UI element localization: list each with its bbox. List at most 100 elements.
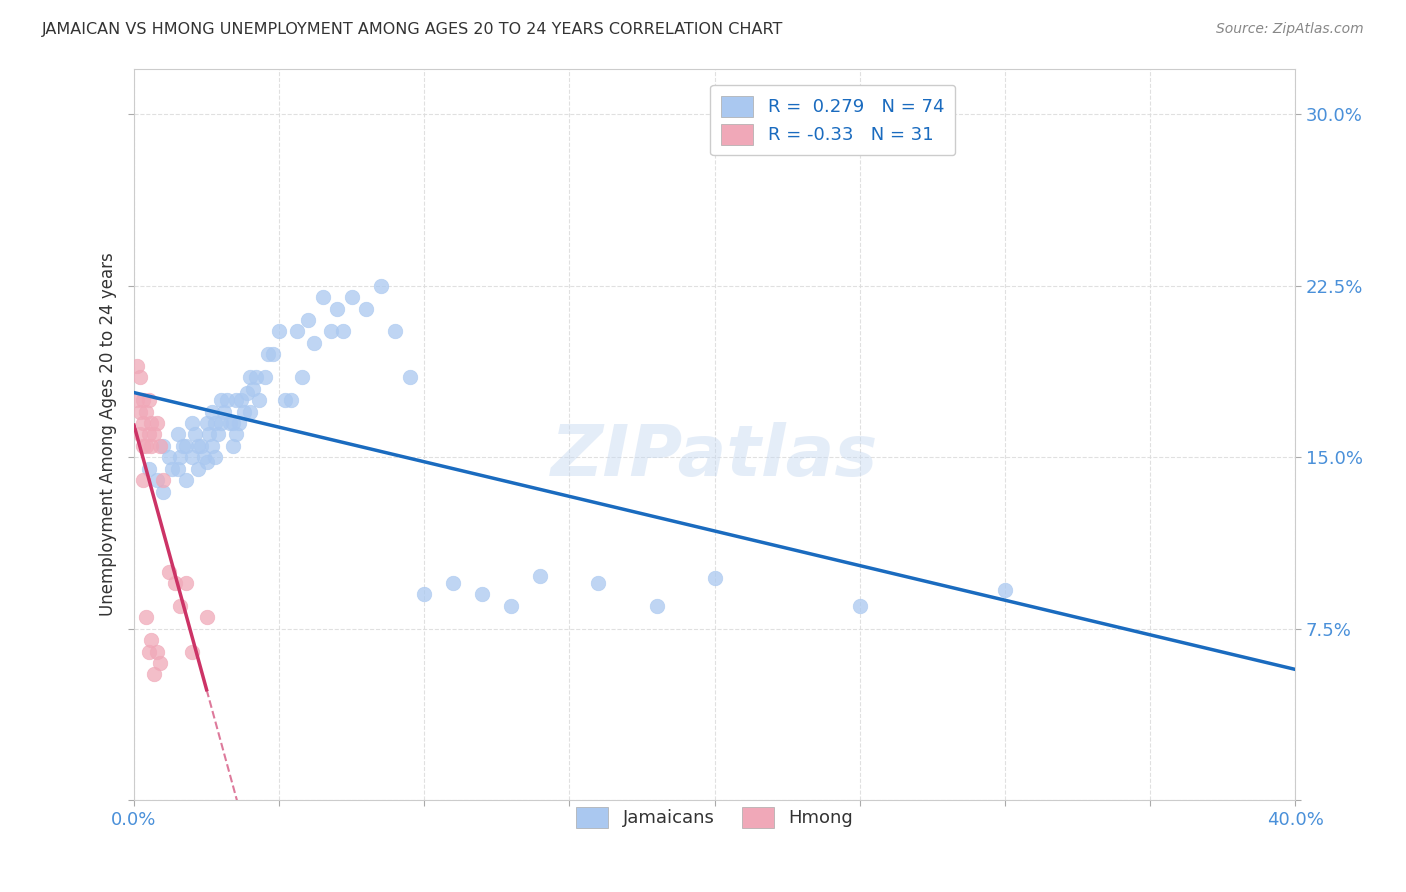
Point — [143, 667, 166, 681]
Point — [181, 644, 204, 658]
Point — [141, 633, 163, 648]
Point — [152, 473, 174, 487]
Point — [187, 461, 209, 475]
Point — [225, 393, 247, 408]
Point — [141, 439, 163, 453]
Legend: Jamaicans, Hmong: Jamaicans, Hmong — [568, 800, 860, 835]
Point — [204, 416, 226, 430]
Point — [190, 439, 212, 453]
Point — [181, 416, 204, 430]
Point — [152, 439, 174, 453]
Point — [174, 439, 197, 453]
Point — [138, 644, 160, 658]
Point — [218, 416, 240, 430]
Point — [135, 610, 157, 624]
Point — [354, 301, 377, 316]
Point — [169, 599, 191, 613]
Point — [280, 393, 302, 408]
Point — [125, 359, 148, 373]
Point — [471, 587, 494, 601]
Point — [138, 461, 160, 475]
Point — [157, 450, 180, 465]
Point — [143, 427, 166, 442]
Point — [302, 335, 325, 350]
Point — [848, 599, 870, 613]
Point — [262, 347, 284, 361]
Point — [285, 325, 308, 339]
Point — [128, 370, 150, 384]
Point — [201, 439, 224, 453]
Point — [413, 587, 436, 601]
Point — [195, 455, 218, 469]
Point — [228, 416, 250, 430]
Point — [994, 582, 1017, 597]
Point — [146, 473, 169, 487]
Point — [256, 347, 278, 361]
Point — [274, 393, 297, 408]
Point — [146, 644, 169, 658]
Point — [441, 576, 464, 591]
Point — [152, 484, 174, 499]
Point — [239, 370, 262, 384]
Point — [138, 427, 160, 442]
Point — [160, 461, 183, 475]
Point — [125, 393, 148, 408]
Point — [195, 610, 218, 624]
Text: JAMAICAN VS HMONG UNEMPLOYMENT AMONG AGES 20 TO 24 YEARS CORRELATION CHART: JAMAICAN VS HMONG UNEMPLOYMENT AMONG AGE… — [42, 22, 783, 37]
Point — [239, 404, 262, 418]
Point — [645, 599, 668, 613]
Point — [128, 404, 150, 418]
Point — [135, 439, 157, 453]
Point — [174, 576, 197, 591]
Point — [588, 576, 610, 591]
Point — [184, 427, 207, 442]
Point — [157, 565, 180, 579]
Point — [233, 404, 256, 418]
Point — [370, 278, 392, 293]
Point — [247, 393, 270, 408]
Point — [209, 393, 232, 408]
Y-axis label: Unemployment Among Ages 20 to 24 years: Unemployment Among Ages 20 to 24 years — [100, 252, 117, 616]
Point — [703, 571, 725, 585]
Point — [222, 439, 245, 453]
Point — [163, 576, 186, 591]
Point — [297, 313, 319, 327]
Point — [198, 427, 221, 442]
Point — [245, 370, 267, 384]
Point — [149, 656, 172, 670]
Point — [141, 416, 163, 430]
Point — [225, 427, 247, 442]
Point — [236, 386, 259, 401]
Point — [321, 325, 343, 339]
Point — [174, 473, 197, 487]
Point — [132, 393, 155, 408]
Point — [132, 439, 155, 453]
Point — [187, 439, 209, 453]
Point — [332, 325, 354, 339]
Point — [166, 461, 188, 475]
Point — [384, 325, 406, 339]
Point — [195, 416, 218, 430]
Point — [242, 382, 264, 396]
Point — [222, 416, 245, 430]
Point — [398, 370, 420, 384]
Point — [169, 450, 191, 465]
Point — [128, 427, 150, 442]
Point — [340, 290, 363, 304]
Text: Source: ZipAtlas.com: Source: ZipAtlas.com — [1216, 22, 1364, 37]
Point — [212, 404, 235, 418]
Point — [135, 404, 157, 418]
Point — [166, 427, 188, 442]
Point — [253, 370, 276, 384]
Point — [193, 450, 215, 465]
Point — [215, 393, 238, 408]
Point — [529, 569, 551, 583]
Point — [207, 427, 229, 442]
Point — [291, 370, 314, 384]
Point — [132, 416, 155, 430]
Point — [172, 439, 194, 453]
Point — [326, 301, 349, 316]
Point — [146, 416, 169, 430]
Point — [501, 599, 523, 613]
Point — [201, 404, 224, 418]
